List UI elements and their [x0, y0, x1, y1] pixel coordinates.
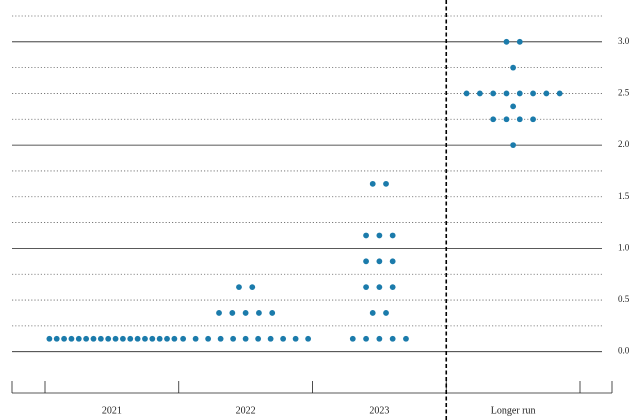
dot [510, 103, 517, 110]
dot [230, 335, 237, 342]
dot [516, 90, 523, 97]
x-category-label: 2022 [236, 405, 256, 416]
y-tick-label: 1.0 [618, 242, 630, 252]
dot [242, 335, 249, 342]
dot [389, 258, 396, 265]
dot [83, 335, 90, 342]
dot [510, 64, 517, 71]
dot [46, 335, 53, 342]
dot [105, 335, 112, 342]
dot [503, 90, 510, 97]
dot [242, 310, 249, 316]
dot [61, 335, 67, 342]
dot [363, 258, 369, 265]
dot [216, 310, 222, 316]
dot [120, 335, 126, 342]
dot [90, 335, 97, 342]
dot [556, 90, 563, 97]
y-tick-label: 0.0 [618, 346, 630, 356]
dot [403, 335, 409, 342]
dot [205, 335, 212, 342]
dot [164, 335, 170, 342]
dot [389, 232, 396, 239]
x-category-label: 2021 [102, 405, 122, 416]
dot [503, 116, 510, 123]
dot [376, 335, 383, 342]
y-tick-label: 2.5 [618, 88, 630, 98]
dot [530, 90, 536, 97]
dot [463, 90, 470, 97]
dot [369, 310, 376, 316]
dot [389, 335, 396, 342]
dot [516, 38, 523, 45]
dot [192, 335, 199, 342]
dot [383, 180, 389, 187]
dot [490, 116, 497, 123]
x-category-label: 2023 [369, 405, 389, 416]
dot [369, 180, 376, 187]
y-tick-label: 3.0 [618, 36, 630, 46]
dot [292, 335, 299, 342]
dot [530, 116, 536, 123]
dot [510, 142, 517, 149]
dot [112, 335, 119, 342]
dot [383, 310, 389, 316]
y-tick-label: 1.5 [618, 191, 630, 201]
dot [376, 284, 383, 291]
dot [305, 335, 312, 342]
dot [543, 90, 550, 97]
dot [376, 258, 383, 265]
dot [127, 335, 134, 342]
dot [503, 38, 510, 45]
dot [269, 310, 276, 316]
dot [229, 310, 236, 316]
dot [171, 335, 178, 342]
dot [476, 90, 483, 97]
dot [134, 335, 141, 342]
dot [180, 335, 187, 342]
dot [376, 232, 383, 239]
dot [363, 335, 369, 342]
dot [516, 116, 523, 123]
dot [363, 284, 369, 291]
y-tick-label: 0.5 [618, 294, 630, 304]
dot [75, 335, 82, 342]
dot [217, 335, 224, 342]
dot [255, 335, 262, 342]
dot [249, 284, 256, 291]
dot [97, 335, 104, 342]
dot [280, 335, 287, 342]
dot [256, 310, 262, 316]
dot [142, 335, 148, 342]
dot [389, 284, 396, 291]
dot [68, 335, 75, 342]
dot [267, 335, 274, 342]
dot [53, 335, 60, 342]
dot [149, 335, 156, 342]
dot [236, 284, 242, 291]
dot [490, 90, 497, 97]
dot [156, 335, 163, 342]
x-category-label: Longer run [491, 405, 536, 416]
dot [363, 232, 369, 239]
y-tick-label: 2.0 [618, 139, 630, 149]
dot [349, 335, 356, 342]
